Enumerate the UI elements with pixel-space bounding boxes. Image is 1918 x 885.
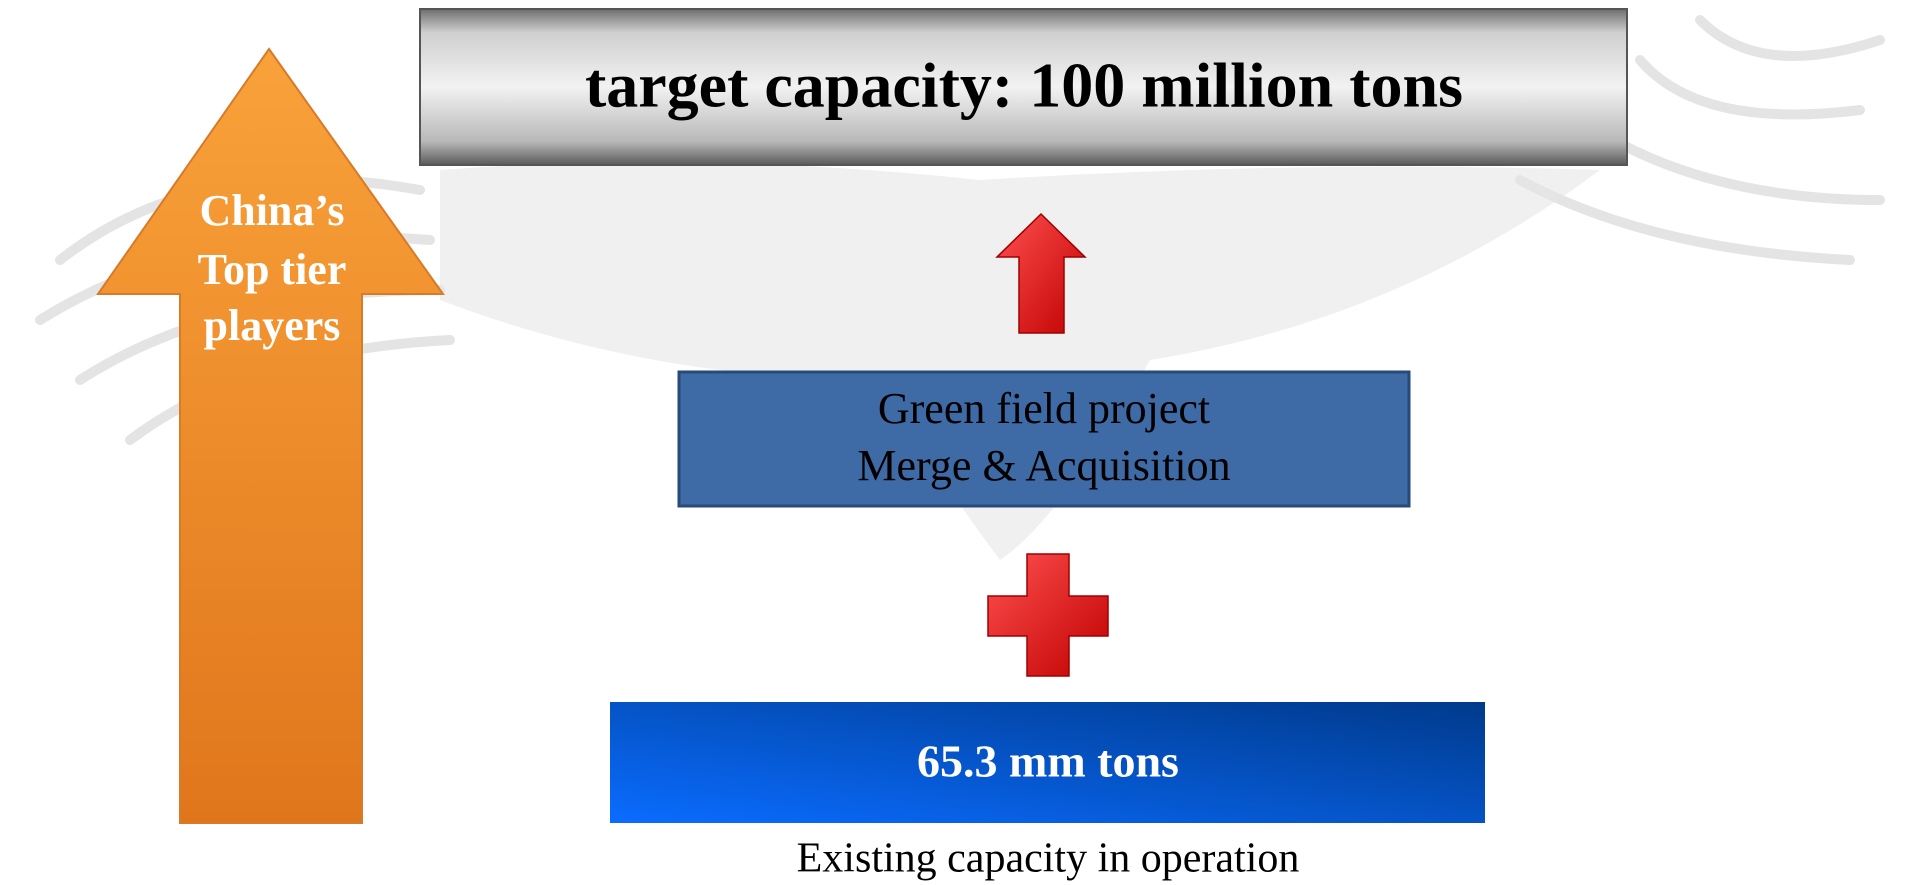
side-arrow-line: China’s [199,186,344,235]
existing-caption: Existing capacity in operation [797,836,1300,882]
growth-line: Green field project [878,384,1210,433]
plus-sign [987,553,1109,677]
side-arrow-line: players [204,301,341,350]
up-arrow [995,212,1087,334]
target-label: target capacity: 100 million tons [585,50,1463,121]
background-eagle-body [440,162,1600,560]
existing-label: 65.3 mm tons [917,736,1179,787]
growth-line: Merge & Acquisition [857,441,1230,490]
target-box [419,8,1628,166]
side-arrow-line: Top tier [198,245,347,294]
side-arrow [96,47,445,824]
growth-box [677,370,1411,508]
existing-box [610,702,1485,823]
